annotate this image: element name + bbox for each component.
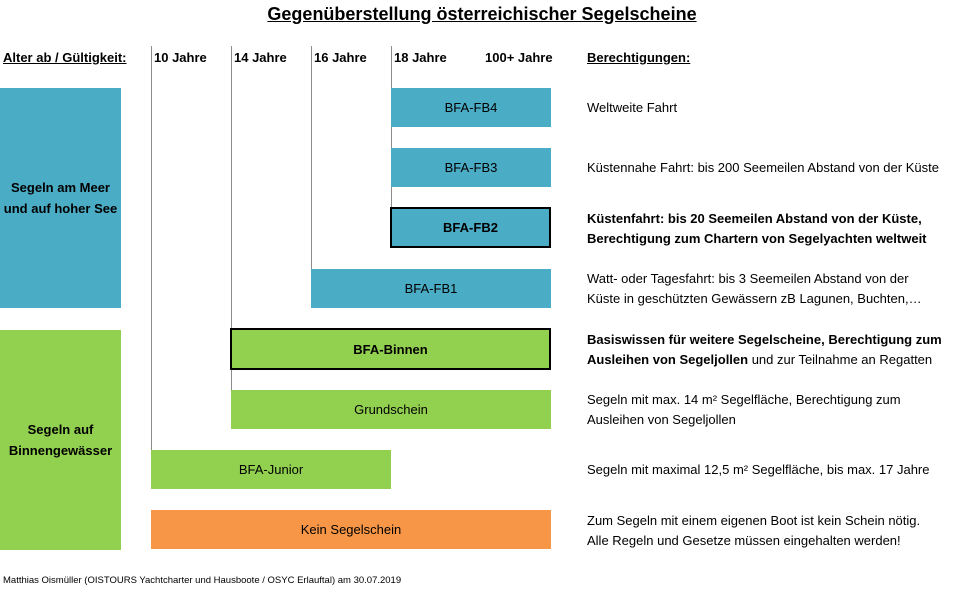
category-inland-label: Segeln auf Binnengewässer (8, 422, 113, 458)
age-14-label: 14 Jahre (234, 50, 287, 65)
license-fb2-label: BFA-FB2 (443, 220, 498, 235)
description-binnen-line1: Basiswissen für weitere Segelscheine, Be… (587, 332, 942, 347)
license-fb1-label: BFA-FB1 (404, 281, 458, 296)
age-16-label: 16 Jahre (314, 50, 367, 65)
description-binnen-line2: Ausleihen von Segeljollen und zur Teilna… (587, 350, 942, 370)
license-fb4-label: BFA-FB4 (444, 100, 498, 115)
license-fb4: BFA-FB4 (391, 88, 551, 127)
description-fb1-line1: Watt- oder Tagesfahrt: bis 3 Seemeilen A… (587, 271, 909, 286)
age-100-label: 100+ Jahre (485, 50, 553, 65)
footer-credit: Matthias Oismüller (OISTOURS Yachtcharte… (3, 575, 402, 586)
description-grundschein-line1: Segeln mit max. 14 m² Segelfläche, Berec… (587, 392, 901, 407)
license-binnen-label: BFA-Binnen (353, 341, 428, 357)
license-junior: BFA-Junior (151, 450, 391, 489)
age-16-line (311, 46, 312, 308)
description-none-line1: Zum Segeln mit einem eigenen Boot ist ke… (587, 513, 921, 528)
category-inland: Segeln auf Binnengewässer (0, 330, 121, 550)
page-title: Gegenüberstellung österreichischer Segel… (267, 4, 697, 24)
license-fb3-label: BFA-FB3 (444, 160, 498, 175)
license-binnen: BFA-Binnen (230, 328, 551, 370)
category-sea: Segeln am Meer und auf hoher See (0, 88, 121, 308)
age-10-line (151, 46, 152, 489)
license-none-label: Kein Segelschein (300, 522, 402, 537)
description-fb4: Weltweite Fahrt (587, 100, 678, 115)
description-none-line2: Alle Regeln und Gesetze müssen eingehalt… (587, 533, 901, 548)
age-validity-header: Alter ab / Gültigkeit: (3, 50, 127, 65)
rights-header: Berechtigungen: (587, 50, 691, 65)
description-fb2-line2: Berechtigung zum Chartern von Segelyacht… (587, 231, 927, 246)
age-18-label: 18 Jahre (394, 50, 447, 65)
description-grundschein: Segeln mit max. 14 m² Segelfläche, Berec… (587, 390, 901, 430)
description-binnen: Basiswissen für weitere Segelscheine, Be… (587, 330, 942, 370)
license-fb1: BFA-FB1 (311, 269, 551, 308)
license-grundschein-label: Grundschein (354, 402, 428, 417)
description-grundschein-line2: Ausleihen von Segeljollen (587, 412, 736, 427)
license-fb2: BFA-FB2 (390, 207, 551, 248)
license-grundschein: Grundschein (231, 390, 551, 429)
description-fb2-line1: Küstenfahrt: bis 20 Seemeilen Abstand vo… (587, 211, 922, 226)
description-fb1-line2: Küste in geschützten Gewässern zB Lagune… (587, 291, 922, 306)
description-none: Zum Segeln mit einem eigenen Boot ist ke… (587, 511, 920, 551)
license-junior-label: BFA-Junior (238, 462, 304, 477)
age-10-label: 10 Jahre (154, 50, 207, 65)
description-binnen-line2-bold: Ausleihen von Segeljollen (587, 352, 749, 367)
description-fb2: Küstenfahrt: bis 20 Seemeilen Abstand vo… (587, 209, 927, 249)
description-fb3: Küstennahe Fahrt: bis 200 Seemeilen Abst… (587, 160, 939, 175)
age-18-line (391, 46, 392, 208)
description-fb1: Watt- oder Tagesfahrt: bis 3 Seemeilen A… (587, 269, 922, 309)
license-none: Kein Segelschein (151, 510, 551, 549)
category-sea-label: Segeln am Meer und auf hoher See (3, 180, 118, 216)
description-binnen-line2-rest: und zur Teilnahme an Regatten (748, 352, 933, 367)
age-14-line (231, 46, 232, 429)
license-fb3: BFA-FB3 (391, 148, 551, 187)
description-junior: Segeln mit maximal 12,5 m² Segelfläche, … (587, 462, 930, 477)
